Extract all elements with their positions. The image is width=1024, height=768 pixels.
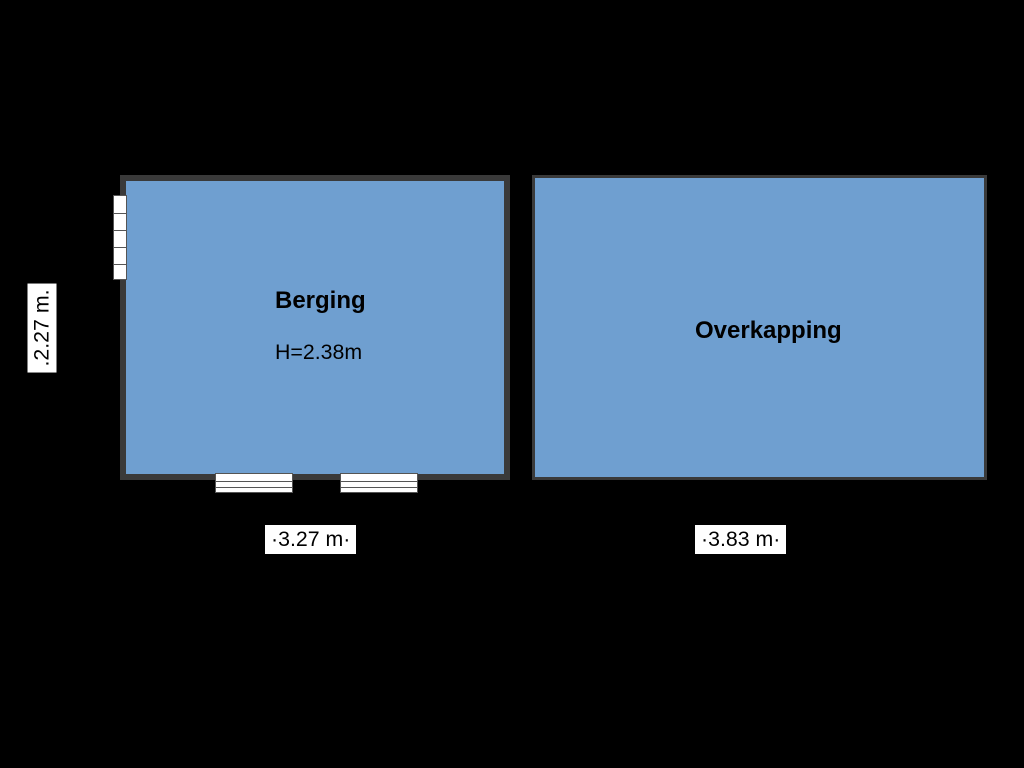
floorplan-canvas: Berging H=2.38m Overkapping .2.27 m. ·3.27 m… <box>0 0 1024 768</box>
room-sublabel-berging: H=2.38m <box>275 340 362 365</box>
room-label-berging: Berging <box>275 287 366 315</box>
door-step-2 <box>340 473 418 493</box>
window-left-rib <box>114 230 126 231</box>
door-step-2-rib <box>341 487 417 488</box>
overkapping-width-dim: ·3.83 m· <box>695 525 786 554</box>
window-left-rib <box>114 264 126 265</box>
room-berging <box>120 175 510 480</box>
window-left-rib <box>114 213 126 214</box>
berging-width-dim: ·3.27 m· <box>265 525 356 554</box>
door-step-1 <box>215 473 293 493</box>
height-dim: .2.27 m. <box>28 283 57 372</box>
window-left-rib <box>114 247 126 248</box>
door-step-2-rib <box>341 481 417 482</box>
door-step-1-rib <box>216 487 292 488</box>
room-label-overkapping: Overkapping <box>695 317 842 345</box>
window-left <box>113 195 127 280</box>
door-step-1-rib <box>216 481 292 482</box>
